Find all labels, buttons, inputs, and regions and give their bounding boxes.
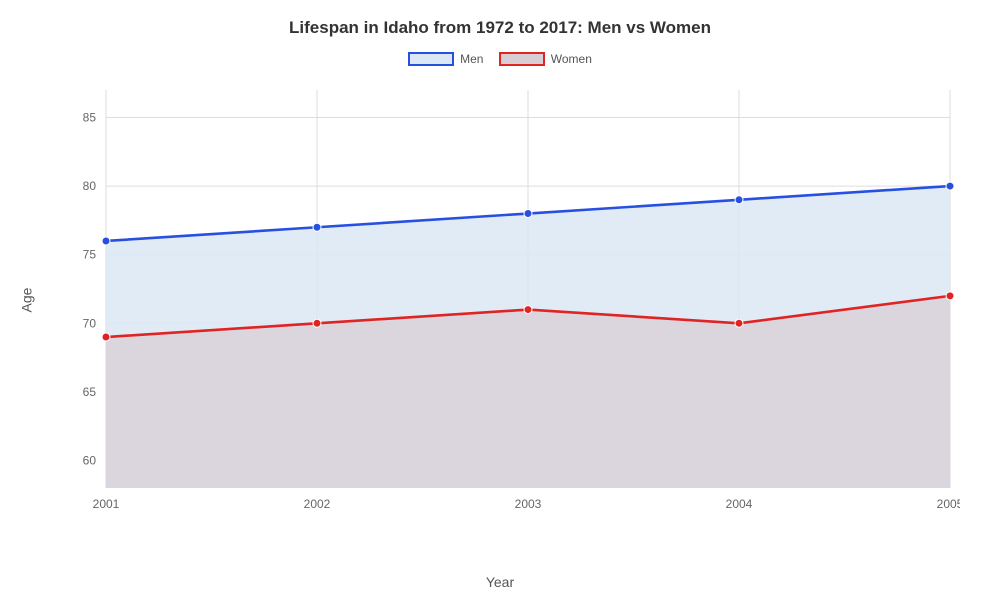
- legend-swatch-women: [499, 52, 545, 66]
- svg-text:85: 85: [83, 110, 97, 124]
- svg-text:70: 70: [83, 316, 97, 330]
- chart-legend: Men Women: [0, 52, 1000, 69]
- legend-label-women: Women: [551, 52, 592, 66]
- legend-label-men: Men: [460, 52, 483, 66]
- svg-text:75: 75: [83, 248, 97, 262]
- chart-svg: 60 65 70 75 80 85 2001 2002 2003 2004 2005: [72, 80, 960, 530]
- svg-text:2005: 2005: [937, 497, 960, 511]
- svg-text:2003: 2003: [515, 497, 542, 511]
- svg-text:80: 80: [83, 179, 97, 193]
- svg-text:2002: 2002: [304, 497, 331, 511]
- svg-text:60: 60: [83, 454, 97, 468]
- legend-item-women: Women: [499, 52, 592, 66]
- y-axis-label: Age: [18, 288, 34, 313]
- chart-plot-area: 60 65 70 75 80 85 2001 2002 2003 2004 2005: [72, 80, 960, 530]
- svg-text:65: 65: [83, 385, 97, 399]
- svg-text:2004: 2004: [726, 497, 753, 511]
- legend-item-men: Men: [408, 52, 483, 66]
- chart-title: Lifespan in Idaho from 1972 to 2017: Men…: [0, 18, 1000, 38]
- legend-swatch-men: [408, 52, 454, 66]
- x-axis-label: Year: [0, 574, 1000, 590]
- svg-text:2001: 2001: [93, 497, 120, 511]
